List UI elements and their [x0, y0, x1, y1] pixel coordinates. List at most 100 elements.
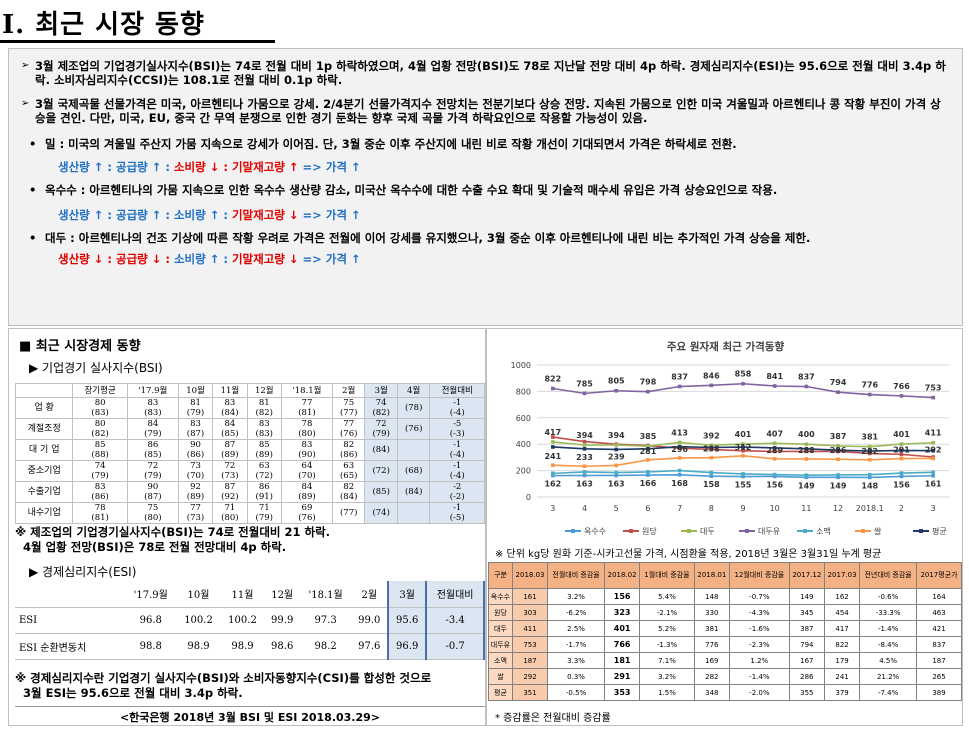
data-label: 149 [798, 481, 815, 490]
data-label: 417 [544, 428, 561, 437]
bsi-row-label: 대 기 업 [14, 439, 74, 461]
commodity-panel: 주요 원자재 최근 가격동향 0 200 400 600 800 1000 3 4 5 6 7 8 9 1… [486, 328, 963, 726]
price-cell: 353 [603, 684, 641, 701]
bsi-cell: 84 (85) [212, 418, 248, 440]
price-cell: 330 [693, 604, 730, 621]
price-cell: -4.3% [728, 604, 790, 621]
series-point [677, 456, 682, 460]
esi-cell: 98.9 [176, 633, 221, 660]
series-point [836, 448, 840, 452]
bsi-col-header: 전월대비 [429, 383, 485, 398]
dot-icon: • [29, 231, 37, 245]
data-label: 241 [544, 452, 561, 461]
bsi-cell: 83 (87) [177, 418, 214, 440]
data-label: 407 [766, 429, 783, 438]
price-cell: 3.3% [547, 652, 605, 669]
data-label: 288 [798, 446, 815, 455]
bsi-col-header: '17.9월 [126, 383, 179, 398]
data-label: 148 [861, 481, 878, 490]
bsi-cell [396, 439, 431, 461]
legend-label: 평균 [932, 526, 947, 536]
bsi-cell: 84 (79) [126, 418, 179, 440]
bsi-cell: 75 (80) [126, 502, 179, 524]
bsi-cell: 84 (89) [280, 481, 333, 503]
price-cell: 149 [788, 588, 825, 605]
series-point [582, 464, 587, 469]
price-cell: 148 [693, 588, 730, 605]
bsi-cell: (78) [396, 397, 431, 419]
bsi-cell: 92 (89) [177, 481, 214, 503]
price-cell: 292 [511, 668, 549, 685]
price-cell: 169 [693, 652, 730, 669]
series-point [899, 456, 904, 461]
price-cell: -0.7% [728, 588, 790, 605]
series-point [614, 463, 619, 468]
series-point [709, 445, 714, 450]
series-point [804, 473, 809, 478]
price-cell: 351 [511, 684, 549, 701]
data-label: 392 [703, 431, 720, 440]
data-label: 292 [925, 445, 942, 454]
esi-corner-cell [15, 581, 125, 608]
price-col-header: 2017평균가 [916, 562, 962, 589]
series-point [709, 470, 714, 475]
data-label: 155 [735, 481, 752, 490]
esi-cell: 98.8 [125, 633, 177, 660]
legend-label: 옥수수 [584, 527, 606, 536]
price-cell: 794 [788, 636, 825, 653]
price-row: 대두유 753 -1.7% 766 -1.3% 776 -2.3% 794 822 -8.4% 83… [488, 636, 962, 653]
series-point [646, 470, 650, 474]
series-point [741, 445, 745, 449]
bsi-cell: 75 (77) [331, 397, 366, 419]
bsi-cell: 80 (82) [72, 418, 128, 440]
price-cell: 822 [823, 636, 861, 653]
data-label: 281 [640, 447, 657, 456]
series-point [899, 474, 904, 479]
bsi-cell: 71 (80) [212, 502, 248, 524]
x-tick-label: 6 [645, 504, 650, 513]
series-point [899, 442, 904, 446]
esi-row-label: ESI [15, 607, 125, 634]
source-citation: <한국은행 2018년 3월 BSI 및 ESI 2018.03.29> [15, 706, 485, 725]
series-point [836, 457, 840, 462]
bsi-col-header: 3월 [364, 383, 398, 398]
data-label: 381 [861, 433, 878, 442]
bsi-cell: 82 (84) [331, 481, 366, 503]
data-label: 163 [608, 479, 625, 488]
bsi-cell: 80 (83) [72, 397, 128, 419]
price-cell: 5.2% [639, 620, 695, 637]
data-label: 312 [735, 443, 752, 452]
bsi-cell: 74 (82) [364, 397, 398, 419]
bsi-col-header: 10월 [177, 383, 214, 398]
bsi-cell: -1 (-4) [429, 460, 485, 482]
price-cell: 303 [511, 604, 549, 621]
bsi-col-header: 11월 [212, 383, 248, 398]
series-point [804, 447, 809, 451]
esi-cell: 99.9 [264, 607, 300, 634]
market-economy-panel: ■ 최근 시장경제 동향 ▶ 기업경기 실사지수(BSI) 장기평균 '17.9월… [8, 328, 486, 726]
price-cell: 3.2% [547, 588, 605, 605]
legend-marker [687, 529, 691, 533]
bsi-cell: 85 (88) [72, 439, 128, 461]
series-point [677, 473, 682, 477]
summary-paragraph-grain: ➢ 3월 국제곡물 선물가격은 미국, 아르헨티나 가뭄으로 강세. 2/4분기… [21, 97, 941, 125]
series-point [551, 471, 555, 476]
price-row-label: 옥수수 [488, 588, 513, 605]
price-cell: 463 [916, 604, 962, 621]
esi-cell: 96.8 [125, 607, 177, 634]
bsi-col-header: '18.1월 [280, 383, 333, 398]
dot-icon: • [29, 137, 37, 151]
esi-col-header: 3월 [387, 581, 428, 608]
dot-icon: • [29, 183, 37, 197]
data-label: 394 [608, 431, 625, 440]
arrow-bullet-icon: ➢ [21, 60, 30, 71]
unit-note: ※ 단위 kg당 원화 기준-시카고선물 가격, 시점환율 적용, 2018년 … [495, 549, 882, 560]
price-cell: 401 [603, 620, 641, 637]
esi-cell: -3.4 [425, 607, 485, 634]
bsi-cell: (84) [396, 481, 431, 503]
series-point [772, 384, 777, 388]
price-cell: -1.3% [639, 636, 695, 653]
price-cell: 355 [788, 684, 825, 701]
series-point [677, 384, 682, 389]
